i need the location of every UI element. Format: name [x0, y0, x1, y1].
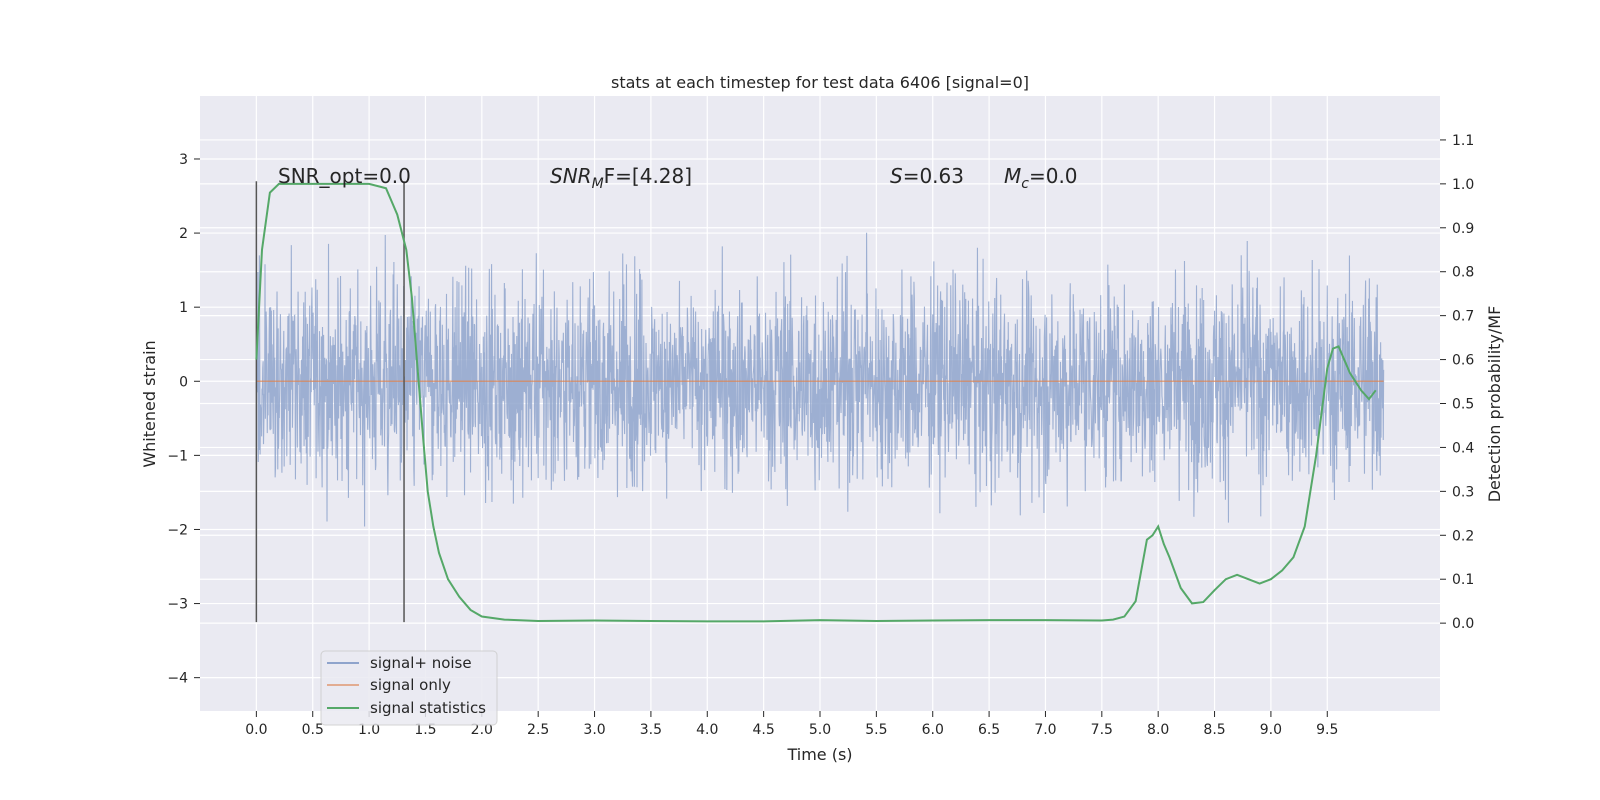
- x-tick-label: 0.5: [302, 722, 324, 738]
- legend: signal+ noise signal only signal statist…: [320, 650, 498, 726]
- right-y-axis-ticks: 0.0 0.1 0.2 0.3 0.4 0.5 0.6 0.7 0.8 0.9 1.0 1.1: [1440, 133, 1474, 632]
- x-tick-label: 3.0: [583, 722, 605, 738]
- y-tick-label: −2: [167, 522, 188, 538]
- x-tick-label: 8.0: [1147, 722, 1169, 738]
- x-tick-label: 8.5: [1203, 722, 1225, 738]
- x-tick-label: 1.0: [358, 722, 380, 738]
- y-tick-label: 0: [179, 374, 188, 390]
- x-tick-label: 1.5: [414, 722, 436, 738]
- y-tick-label: −3: [167, 597, 188, 613]
- y-tick-label: 1: [179, 300, 188, 316]
- y-tick-label: −4: [167, 671, 188, 687]
- x-tick-label: 2.5: [527, 722, 549, 738]
- right-y-tick-label: 0.9: [1452, 221, 1474, 237]
- x-tick-label: 5.0: [809, 722, 831, 738]
- right-y-tick-label: 0.2: [1452, 528, 1474, 544]
- series-signal-plus-noise: [255, 232, 1385, 527]
- right-y-tick-label: 1.0: [1452, 177, 1474, 193]
- x-tick-label: 6.0: [922, 722, 944, 738]
- y-tick-label: 3: [179, 152, 188, 168]
- annotation-snr-mf: SNRMF=[4.28]: [550, 164, 692, 192]
- chart-title: stats at each timestep for test data 640…: [611, 73, 1029, 92]
- annotation-s: S=0.63: [890, 164, 964, 188]
- legend-box: [320, 650, 498, 726]
- legend-label-noise: signal+ noise: [370, 654, 472, 672]
- right-y-tick-label: 1.1: [1452, 133, 1474, 149]
- x-tick-label: 9.0: [1260, 722, 1282, 738]
- annotation-snr-opt: SNR_opt=0.0: [278, 164, 411, 188]
- statistics-line: [255, 182, 1377, 623]
- y-axis-label: Whitened strain: [140, 340, 159, 467]
- x-tick-label: 6.5: [978, 722, 1000, 738]
- right-y-tick-label: 0.4: [1452, 440, 1474, 456]
- right-y-tick-label: 0.0: [1452, 616, 1474, 632]
- x-tick-label: 2.0: [471, 722, 493, 738]
- right-y-tick-label: 0.5: [1452, 397, 1474, 413]
- right-y-tick-label: 0.3: [1452, 484, 1474, 500]
- right-y-tick-label: 0.6: [1452, 353, 1474, 369]
- annotation-mc: Mc=0.0: [1004, 164, 1078, 192]
- right-y-tick-label: 0.8: [1452, 265, 1474, 281]
- y-tick-label: 2: [179, 226, 188, 242]
- x-tick-label: 4.5: [753, 722, 775, 738]
- right-y-axis-label: Detection probability/MF: [1485, 306, 1504, 503]
- x-tick-label: 7.0: [1034, 722, 1056, 738]
- y-axis-ticks: −4 −3 −2 −1 0 1 2 3: [167, 152, 200, 687]
- x-tick-label: 5.5: [865, 722, 887, 738]
- x-tick-label: 3.5: [640, 722, 662, 738]
- vertical-markers: [255, 181, 405, 623]
- x-tick-label: 4.0: [696, 722, 718, 738]
- x-axis-ticks: 0.0 0.5 1.0 1.5 2.0 2.5 3.0 3.5 4.0 4.5 5.0 5.5 6.0 6…: [245, 711, 1338, 738]
- right-y-tick-label: 0.7: [1452, 309, 1474, 325]
- y-tick-label: −1: [167, 448, 188, 464]
- x-tick-label: 7.5: [1091, 722, 1113, 738]
- right-y-tick-label: 0.1: [1452, 572, 1474, 588]
- legend-label-stats: signal statistics: [370, 699, 486, 717]
- x-tick-label: 0.0: [245, 722, 267, 738]
- series-signal-statistics: [255, 182, 1377, 623]
- noise-line: [255, 232, 1385, 527]
- x-axis-label: Time (s): [786, 745, 852, 764]
- x-tick-label: 9.5: [1316, 722, 1338, 738]
- legend-label-signal: signal only: [370, 676, 451, 694]
